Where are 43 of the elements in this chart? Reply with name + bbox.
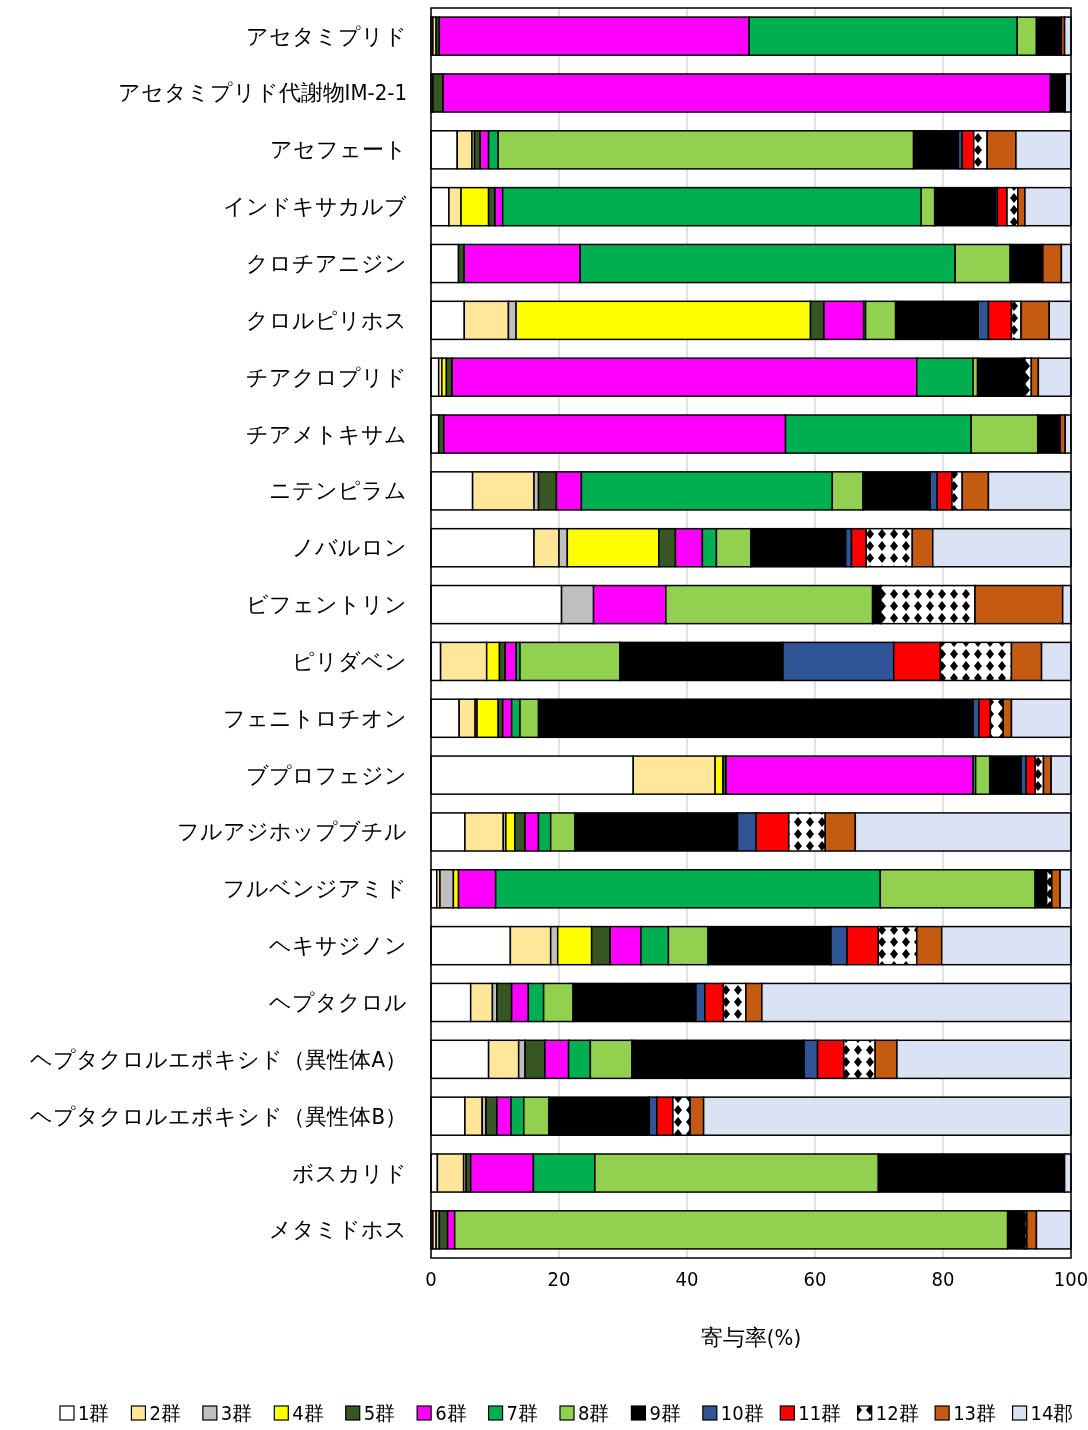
legend-label: 3群 bbox=[220, 1401, 253, 1425]
y-tick-label: アセタミプリド bbox=[246, 23, 407, 49]
legend-label: 2群 bbox=[149, 1401, 181, 1425]
legend-label: 8群 bbox=[578, 1401, 610, 1425]
y-tick-label: ヘプタクロルエポキシド（異性体A） bbox=[30, 1046, 407, 1072]
x-tick-label: 80 bbox=[931, 1267, 955, 1291]
legend-label: 11群 bbox=[798, 1401, 842, 1425]
x-tick-label: 60 bbox=[803, 1267, 827, 1291]
x-tick-label: 100 bbox=[1053, 1267, 1088, 1291]
legend-label: 12群 bbox=[875, 1401, 919, 1425]
legend-label: 9群 bbox=[649, 1401, 681, 1425]
y-tick-label: ヘプタクロル bbox=[269, 989, 407, 1015]
y-tick-label: フルアジホップブチル bbox=[177, 819, 407, 845]
x-axis-title: 寄与率(%) bbox=[700, 1325, 802, 1350]
legend-label: 4群 bbox=[292, 1401, 324, 1425]
y-tick-label: ニテンピラム bbox=[269, 478, 407, 504]
legend-label: 13群 bbox=[953, 1401, 997, 1425]
x-tick-label: 40 bbox=[675, 1267, 699, 1291]
y-tick-label: ブプロフェジン bbox=[246, 762, 407, 788]
y-tick-label: ボスカリド bbox=[292, 1160, 407, 1186]
legend-label: 10群 bbox=[720, 1401, 764, 1425]
y-tick-label: チアクロプリド bbox=[246, 364, 407, 390]
y-tick-label: アセフェート bbox=[270, 137, 407, 163]
y-tick-label: フルベンジアミド bbox=[223, 876, 407, 902]
y-tick-label: ヘキサジノン bbox=[269, 933, 407, 959]
legend-label: 1群 bbox=[78, 1401, 110, 1425]
y-tick-label: ノバルロン bbox=[292, 535, 407, 561]
y-tick-label: ビフェントリン bbox=[246, 592, 407, 618]
y-tick-label: メタミドホス bbox=[269, 1217, 407, 1243]
legend-label: 5群 bbox=[363, 1401, 396, 1425]
y-tick-label: クロルピリホス bbox=[246, 307, 407, 333]
y-tick-label: ピリダベン bbox=[292, 648, 407, 674]
legend-label: 6群 bbox=[435, 1401, 467, 1425]
legend-label: 7群 bbox=[506, 1401, 539, 1425]
y-tick-label: アセタミプリド代謝物IM-2-1 bbox=[117, 80, 407, 106]
x-tick-label: 0 bbox=[425, 1267, 437, 1291]
y-tick-label: クロチアニジン bbox=[246, 251, 407, 277]
y-tick-label: フェニトロチオン bbox=[223, 705, 407, 731]
y-tick-label: ヘプタクロルエポキシド（異性体B） bbox=[30, 1103, 407, 1129]
legend-label: 14郡 bbox=[1030, 1401, 1074, 1425]
x-tick-label: 20 bbox=[547, 1267, 571, 1291]
y-tick-label: インドキサカルブ bbox=[223, 194, 407, 220]
y-tick-label: チアメトキサム bbox=[246, 421, 407, 447]
